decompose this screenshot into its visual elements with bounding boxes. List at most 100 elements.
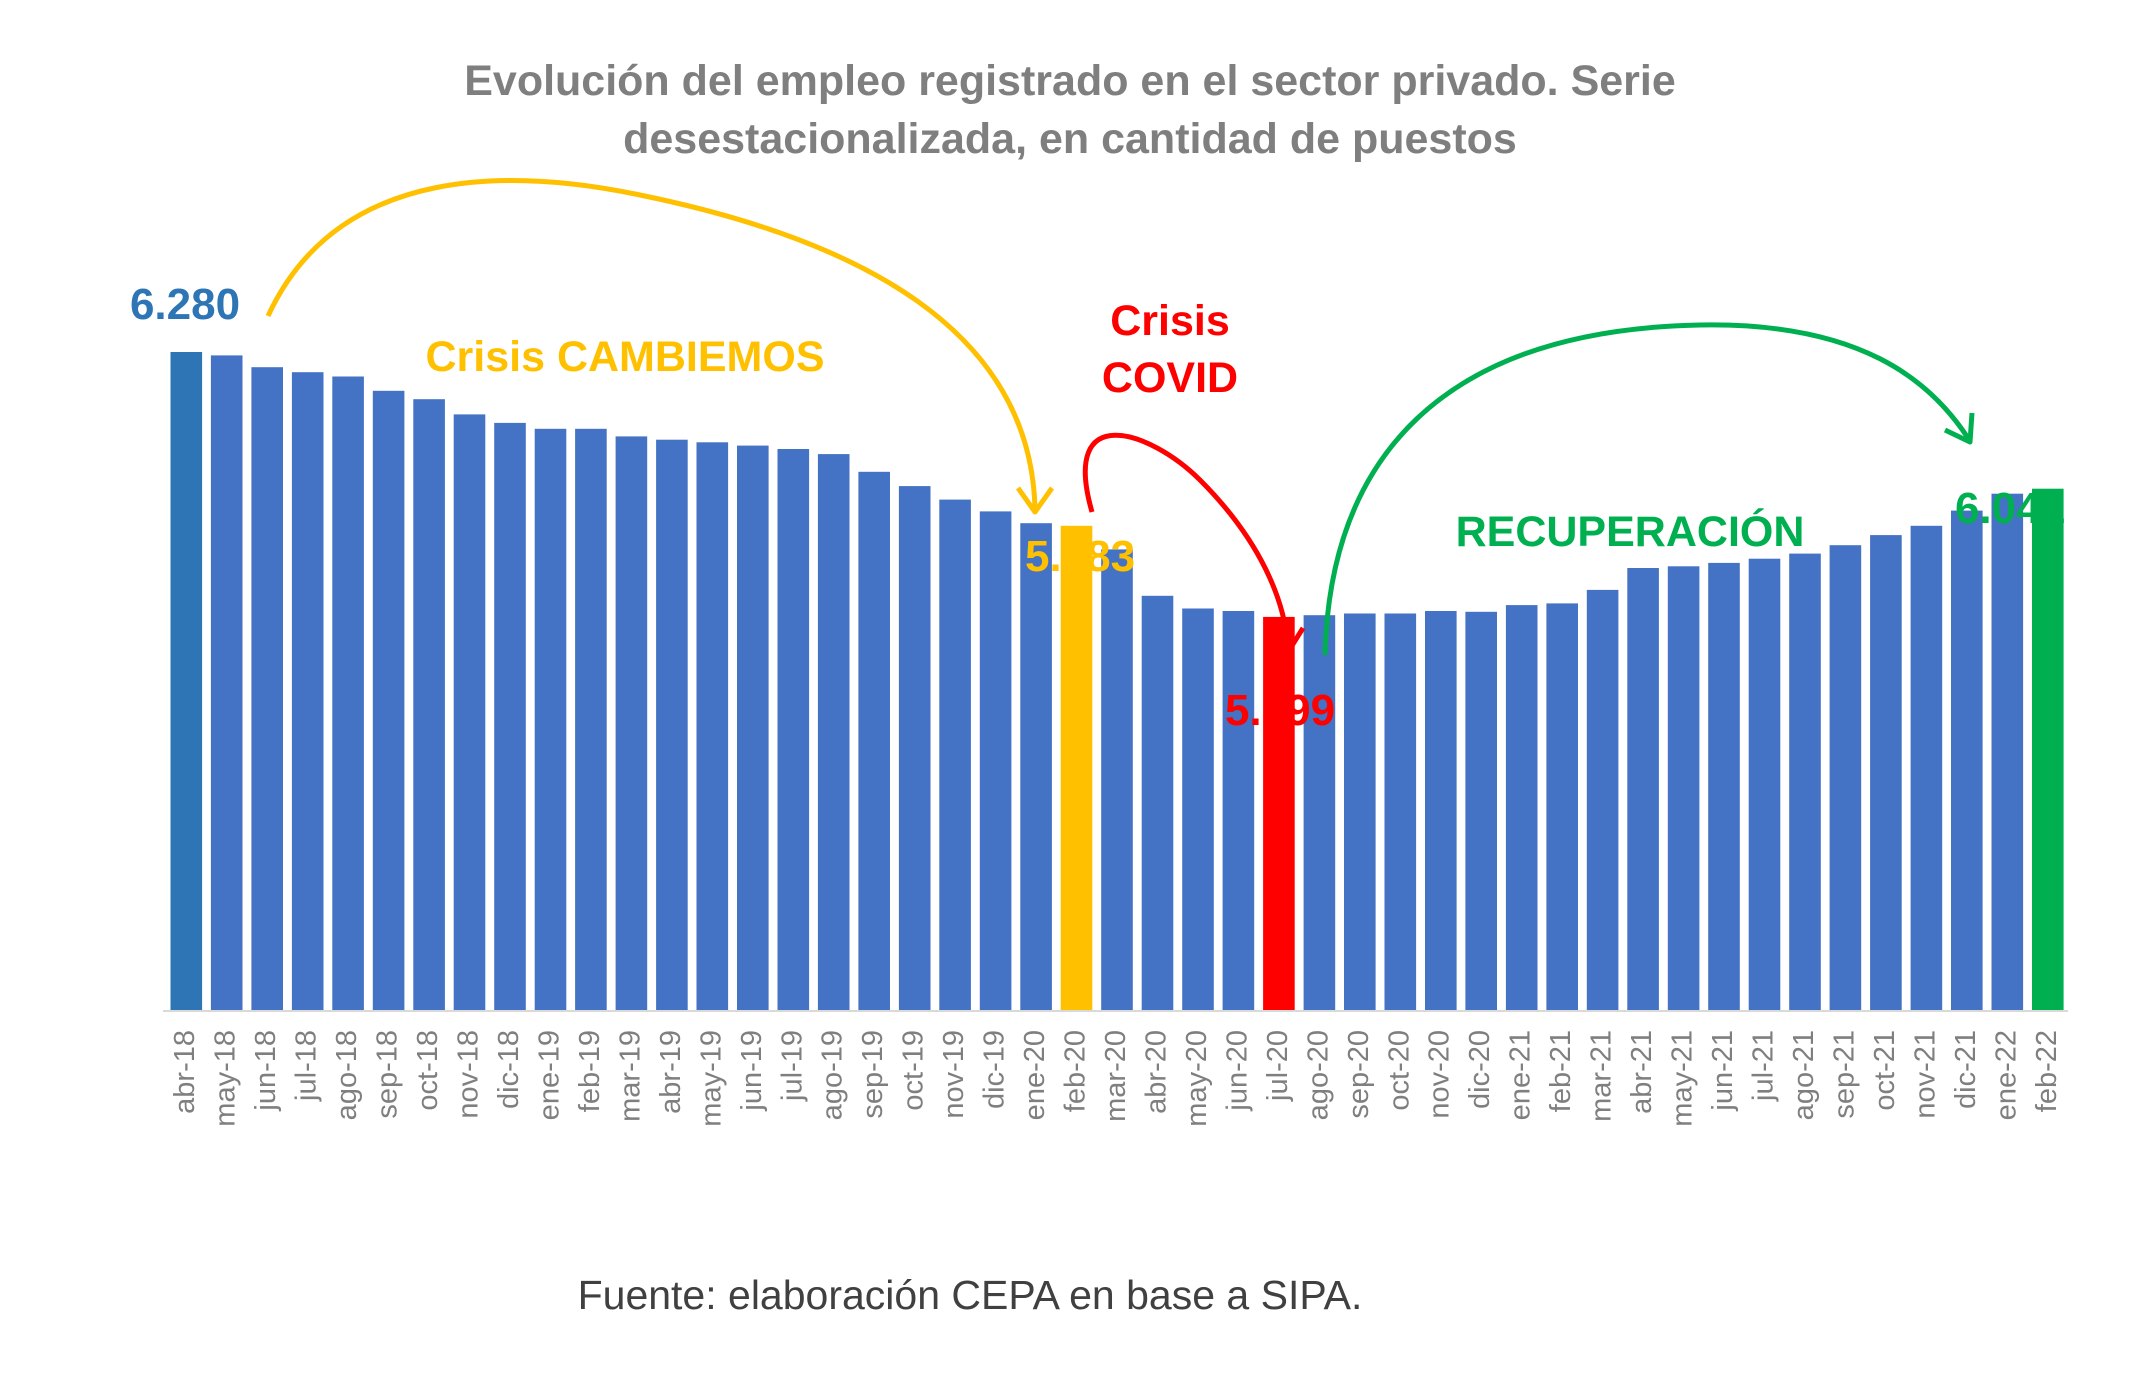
bar-oct-18 [413,399,445,1010]
x-tick-labels: abr-18 may-18 jun-18 jul-18 ago-18 sep-18 oct-… [169,1030,2063,1127]
x-tick-label: abr-19 [655,1030,687,1114]
crisis-covid-label-line-2: COVID [1101,354,1239,402]
source-note: Fuente: elaboración CEPA en base a SIPA. [577,1272,1363,1318]
x-tick-label: mar-21 [1586,1030,1618,1122]
x-tick-label: oct-18 [412,1030,444,1111]
bar-ago-18 [332,376,364,1010]
bar-nov-21 [1910,525,1943,1010]
bar-feb-20 [1060,525,1093,1010]
x-tick-label: ene-19 [533,1030,565,1120]
bar-abr-20 [1141,595,1174,1010]
bar-nov-19 [939,499,971,1010]
bar-jun-20 [1222,611,1255,1010]
x-tick-label: nov-21 [1909,1030,1941,1119]
bar-oct-21 [1870,535,1902,1010]
bar-sep-18 [372,390,405,1010]
x-tick-label: nov-20 [1424,1030,1456,1119]
crisis-covid-label: Crisis COVID [1060,293,1280,407]
x-tick-label: abr-18 [169,1030,201,1114]
x-tick-label: ene-21 [1505,1030,1537,1120]
x-tick-label: mar-19 [614,1030,646,1122]
x-tick-label: jul-18 [291,1030,323,1102]
bar-jun-19 [737,445,769,1011]
bar-ene-20 [1020,523,1052,1010]
bar-jul-19 [777,449,810,1010]
bar-jun-18 [251,367,283,1010]
bar-ago-20 [1303,615,1336,1010]
x-tick-label: sep-21 [1828,1030,1860,1119]
bar-mar-19 [615,436,648,1010]
x-tick-label: ago-19 [817,1030,849,1120]
bar-may-18 [210,355,243,1010]
x-tick-label: jun-19 [736,1030,768,1112]
x-tick-label: dic-19 [979,1030,1011,1109]
bar-abr-21 [1627,568,1659,1010]
bar-dic-21 [1951,510,1983,1010]
x-tick-label: abr-20 [1141,1030,1173,1114]
bar-ago-19 [817,454,850,1011]
crisis-covid-label-line-1: Crisis [1110,297,1230,345]
label-jul20: 5.799 [1224,686,1336,735]
x-tick-label: abr-21 [1626,1030,1658,1114]
bar-nov-20 [1425,611,1457,1010]
bar-sep-19 [858,471,890,1010]
bar-abr-19 [656,439,688,1010]
x-tick-label: feb-20 [1060,1030,1092,1112]
bar-feb-21 [1546,603,1578,1010]
bar-may-21 [1667,566,1700,1010]
bar-oct-19 [898,486,931,1011]
bar-ene-22 [1991,493,2024,1010]
bar-feb-19 [575,428,607,1010]
bar-may-19 [696,442,729,1010]
chart-title-line-2: desestacionalizada, en cantidad de puest… [623,115,1517,163]
x-tick-label: jul-20 [1262,1030,1294,1102]
bar-oct-20 [1384,613,1417,1010]
x-tick-label: nov-19 [938,1030,970,1119]
recuperacion-arrow [1322,322,1975,656]
x-tick-label: ago-21 [1788,1030,1820,1120]
bar-jun-21 [1708,562,1740,1010]
x-tick-label: feb-22 [2031,1030,2063,1112]
bar-nov-18 [453,414,486,1010]
x-tick-label: sep-20 [1343,1030,1375,1119]
bar-may-20 [1182,608,1214,1010]
bar-dic-20 [1465,611,1497,1010]
x-tick-label: ago-20 [1302,1030,1334,1120]
x-tick-label: mar-20 [1100,1030,1132,1122]
bar-dic-18 [494,422,526,1010]
x-tick-label: may-18 [210,1030,242,1127]
bar-ago-21 [1789,553,1821,1010]
bar-jul-20 [1263,616,1295,1010]
x-tick-label: dic-18 [493,1030,525,1109]
bar-jul-18 [291,372,324,1010]
x-tick-label: jul-19 [776,1030,808,1102]
label-max: 6.280 [129,280,241,329]
crisis-cambiemos-arrow [265,178,1055,515]
x-tick-label: oct-21 [1869,1030,1901,1111]
bar-mar-21 [1586,589,1619,1010]
x-tick-label: sep-18 [372,1030,404,1119]
bar-abr-18 [170,352,203,1010]
crisis-cambiemos-label: Crisis CAMBIEMOS [425,333,825,381]
x-tick-label: may-20 [1181,1030,1213,1127]
x-tick-label: ago-18 [331,1030,363,1120]
bar-jul-21 [1748,558,1781,1010]
x-tick-label: ene-22 [1990,1030,2022,1120]
bar-dic-19 [979,511,1012,1010]
bar-mar-20 [1101,549,1133,1010]
x-tick-label: feb-19 [574,1030,606,1112]
x-tick-label: dic-21 [1950,1030,1982,1109]
x-tick-label: nov-18 [453,1030,485,1119]
x-tick-label: jun-18 [250,1030,282,1112]
recuperacion-label: RECUPERACIÓN [1455,508,1805,556]
bar-ene-19 [534,428,567,1010]
bars-layer [170,352,2064,1011]
x-tick-label: oct-20 [1383,1030,1415,1111]
bar-ene-21 [1505,605,1538,1010]
x-tick-label: ene-20 [1019,1030,1051,1120]
bar-sep-21 [1829,545,1862,1010]
x-tick-label: oct-19 [898,1030,930,1111]
x-tick-label: feb-21 [1545,1030,1577,1112]
label-feb22: 6.041 [1954,484,2066,533]
